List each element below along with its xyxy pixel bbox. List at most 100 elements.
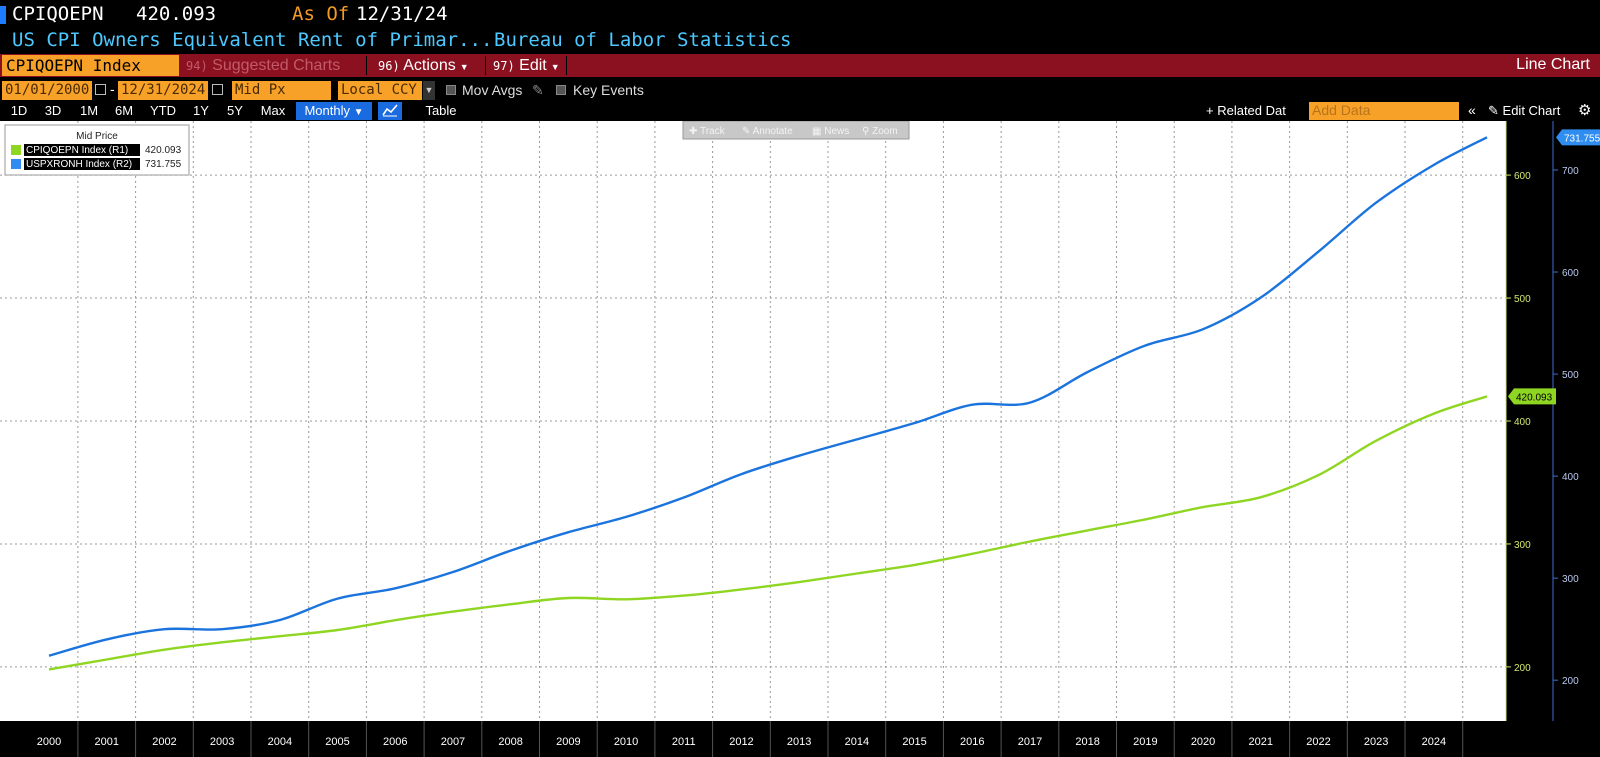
r2-tick-label: 500: [1562, 370, 1579, 381]
collapse-chevrons-icon[interactable]: «: [1468, 102, 1476, 118]
edit-chart-label: Edit Chart: [1502, 103, 1561, 118]
series-line-cpiqoepn[interactable]: [48, 395, 1488, 671]
last-price: 420.093: [136, 3, 217, 25]
r2-tick-label: 600: [1562, 268, 1579, 279]
legend[interactable]: Mid Price CPIQOEPN Index (R1) 420.093 US…: [4, 124, 190, 176]
menu-divider: [366, 56, 367, 75]
chevron-down-icon: ▼: [550, 62, 560, 72]
price-field-select[interactable]: Mid Px: [232, 81, 331, 100]
x-tick-label: 2011: [672, 736, 696, 748]
x-tick-label: 2023: [1364, 736, 1388, 748]
x-tick-label: 2013: [787, 736, 811, 748]
as-of-date: 12/31/24: [356, 3, 448, 25]
x-tick-label: 2006: [383, 736, 407, 748]
key-events-checkbox[interactable]: [556, 85, 566, 95]
last-value-tags: 420.093 731.755: [1508, 129, 1600, 405]
add-data-input[interactable]: Add Data: [1309, 102, 1459, 120]
suggested-charts-shortcut: 94): [186, 59, 208, 73]
r2-tick-label: 300: [1562, 574, 1579, 585]
data-source: Bureau of Labor Statistics: [494, 29, 792, 51]
period-button-1d[interactable]: 1D: [10, 103, 28, 118]
news-tool[interactable]: ▦ News: [812, 126, 849, 137]
r2-axis: 200 300 400 500 600 700: [1553, 166, 1579, 687]
x-tick-label: 2002: [152, 736, 176, 748]
annotate-tool[interactable]: ✎ Annotate: [742, 126, 793, 137]
track-tool[interactable]: ✚ Track: [689, 126, 726, 137]
r2-last-value-tag: [1556, 129, 1600, 146]
calendar-icon[interactable]: [95, 84, 106, 95]
legend-label-bg: [24, 144, 140, 156]
frequency-label: Monthly: [304, 103, 350, 118]
x-tick-label: 2007: [441, 736, 465, 748]
suggested-charts-menu[interactable]: 94) Suggested Charts: [182, 55, 358, 76]
x-tick-label: 2020: [1191, 736, 1215, 748]
x-tick-label: 2008: [498, 736, 522, 748]
x-tick-label: 2010: [614, 736, 638, 748]
edit-chart-button[interactable]: ✎ Edit Chart: [1488, 103, 1560, 119]
x-tick-label: 2015: [902, 736, 926, 748]
r1-last-value: 420.093: [1516, 392, 1553, 403]
series-line-uspxronh[interactable]: [48, 136, 1488, 657]
chart-tools-background: [682, 120, 910, 140]
chevron-down-icon[interactable]: ▼: [423, 81, 435, 100]
x-tick-label: 2001: [95, 736, 119, 748]
x-tick-label: 2004: [268, 736, 292, 748]
zoom-tool[interactable]: ⚲ Zoom: [862, 126, 898, 137]
end-date-field[interactable]: 12/31/2024: [118, 81, 208, 100]
edit-menu[interactable]: 97) Edit ▼: [489, 55, 569, 76]
x-tick-label: 2016: [960, 736, 984, 748]
security-description-bar: US CPI Owners Equivalent Rent of Primar.…: [0, 28, 1600, 54]
actions-menu[interactable]: 96) Actions ▼: [374, 55, 484, 76]
period-button-1m[interactable]: 1M: [79, 103, 99, 118]
r2-tick-label: 400: [1562, 472, 1579, 483]
date-range-dash: -: [110, 81, 115, 97]
security-input[interactable]: CPIQOEPN Index: [2, 55, 179, 76]
related-data-button[interactable]: + Related Dat: [1206, 103, 1286, 118]
gridlines: [0, 121, 1506, 721]
x-tick-label: 2003: [210, 736, 234, 748]
table-button[interactable]: Table: [425, 103, 457, 118]
frequency-select[interactable]: Monthly ▼: [296, 102, 372, 120]
legend-title: Mid Price: [76, 131, 118, 142]
period-button-6m[interactable]: 6M: [114, 103, 134, 118]
period-toolbar: 1D 3D 1M 6M YTD 1Y 5Y Max Monthly ▼ Tabl…: [0, 101, 1600, 121]
r2-last-value: 731.755: [1564, 133, 1600, 144]
quote-header: CPIQOEPN 420.093 As Of 12/31/24: [0, 0, 1600, 28]
legend-swatch-green: [11, 145, 21, 155]
r2-tick-label: 200: [1562, 676, 1579, 687]
period-button-5y[interactable]: 5Y: [227, 103, 243, 118]
period-button-max[interactable]: Max: [260, 103, 286, 118]
series-lines: [48, 136, 1488, 671]
function-menu-bar: CPIQOEPN Index 94) Suggested Charts 96) …: [0, 54, 1600, 77]
period-button-ytd[interactable]: YTD: [150, 103, 176, 118]
calendar-icon[interactable]: [212, 84, 223, 95]
legend-value-r1: 420.093: [145, 145, 182, 156]
panel-focus-marker: [0, 6, 6, 24]
gear-icon[interactable]: ⚙: [1578, 102, 1592, 119]
r1-tick-label: 500: [1514, 294, 1531, 305]
mov-avgs-checkbox[interactable]: [446, 85, 456, 95]
line-chart-icon[interactable]: [378, 102, 402, 120]
chart-options-bar: 01/01/2000 - 12/31/2024 Mid Px Local CCY…: [0, 79, 1600, 101]
x-tick-label: 2022: [1306, 736, 1330, 748]
r1-axis: 200 300 400 500 600: [1506, 171, 1531, 674]
x-tick-label: 2014: [845, 736, 869, 748]
line-chart-glyph: [382, 104, 398, 117]
chevron-down-icon: ▼: [459, 62, 469, 72]
legend-swatch-blue: [11, 159, 21, 169]
legend-label-r2: USPXRONH Index (R2): [26, 159, 132, 170]
legend-value-r2: 731.755: [145, 159, 182, 170]
period-button-3d[interactable]: 3D: [44, 103, 62, 118]
actions-shortcut: 96): [378, 59, 400, 73]
mov-avgs-label[interactable]: Mov Avgs: [462, 82, 523, 98]
menu-divider: [485, 56, 486, 75]
period-button-1y[interactable]: 1Y: [193, 103, 209, 118]
start-date-field[interactable]: 01/01/2000: [2, 81, 92, 100]
pencil-icon[interactable]: ✎: [532, 82, 544, 98]
key-events-label[interactable]: Key Events: [573, 82, 644, 98]
currency-select[interactable]: Local CCY: [338, 81, 422, 100]
x-tick-label: 2019: [1133, 736, 1157, 748]
x-axis: 2000 2001 2002 2003 2004 2005 2006 2007 2008 2009…: [0, 721, 1506, 757]
edit-shortcut: 97): [493, 59, 515, 73]
